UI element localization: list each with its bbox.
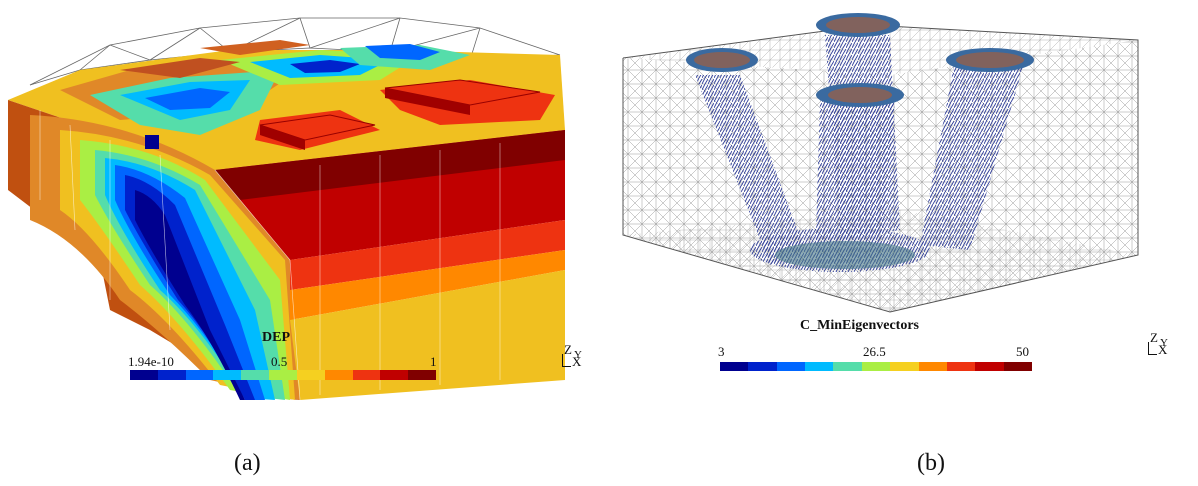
dep-block-render	[8, 17, 565, 401]
colorbar-segment	[408, 370, 436, 380]
colorbar-segment	[720, 362, 749, 371]
colorbar	[720, 362, 1032, 371]
colorbar-segment	[748, 362, 777, 371]
colorbar-segment	[918, 362, 947, 371]
axis-lines	[562, 354, 571, 367]
colorbar-max-label: 50	[1016, 344, 1029, 359]
colorbar-segment	[269, 370, 297, 380]
colorbar	[130, 370, 436, 380]
axis-z-label: Z	[1150, 330, 1158, 345]
axis-triad: Z Y X	[1146, 330, 1176, 362]
colorbar-segment	[241, 370, 270, 380]
raised-blocks	[259, 79, 541, 150]
colorbar-min-label: 3	[718, 344, 725, 359]
colorbar-segment	[296, 370, 325, 380]
colorbar-segment	[380, 370, 409, 380]
axis-z-label: Z	[564, 342, 572, 357]
vector-caps	[686, 13, 1034, 269]
colorbar-segment	[213, 370, 242, 380]
colorbar-title: C_MinEigenvectors	[800, 318, 919, 333]
colorbar-segment	[185, 370, 214, 380]
colorbar-segment	[776, 362, 806, 371]
axis-x-label: X	[572, 354, 582, 369]
left-face	[8, 100, 300, 400]
axis-y-label: Y	[1160, 337, 1168, 349]
colorbar-max-label: 1	[430, 354, 437, 369]
colorbar-segment	[805, 362, 834, 371]
colorbar-mid-label: 0.5	[271, 354, 288, 369]
eigenvector-mesh-render	[622, 13, 1139, 313]
axis-y-label: Y	[574, 349, 582, 361]
panel-a: DEP 1.94e-10 0.5 1 Z Y X (a)	[8, 17, 590, 476]
colorbar-segment	[130, 370, 158, 380]
colorbar-mid-label: 26.5	[863, 344, 886, 359]
mesh-lines	[39, 110, 501, 401]
caption-b: (b)	[917, 450, 945, 476]
colorbar-segment	[352, 370, 381, 380]
colorbar-segment	[861, 362, 891, 371]
axis-lines	[1148, 342, 1157, 355]
right-face	[215, 130, 565, 400]
panel-b: C_MinEigenvectors 3 26.5 50 Z Y X (b)	[600, 0, 1198, 486]
colorbar-segment	[1003, 362, 1032, 371]
caption-a: (a)	[234, 450, 261, 476]
colorbar-title: DEP	[262, 330, 290, 345]
axis-triad: Z Y X	[560, 342, 590, 374]
axis-x-label: X	[1158, 342, 1168, 357]
colorbar-segment	[975, 362, 1004, 371]
colorbar-segment	[157, 370, 186, 380]
colorbar-segment	[890, 362, 919, 371]
colorbar-segment	[833, 362, 862, 371]
colorbar-min-label: 1.94e-10	[128, 354, 174, 369]
colorbar-segment	[324, 370, 353, 380]
colorbar-segment	[946, 362, 976, 371]
